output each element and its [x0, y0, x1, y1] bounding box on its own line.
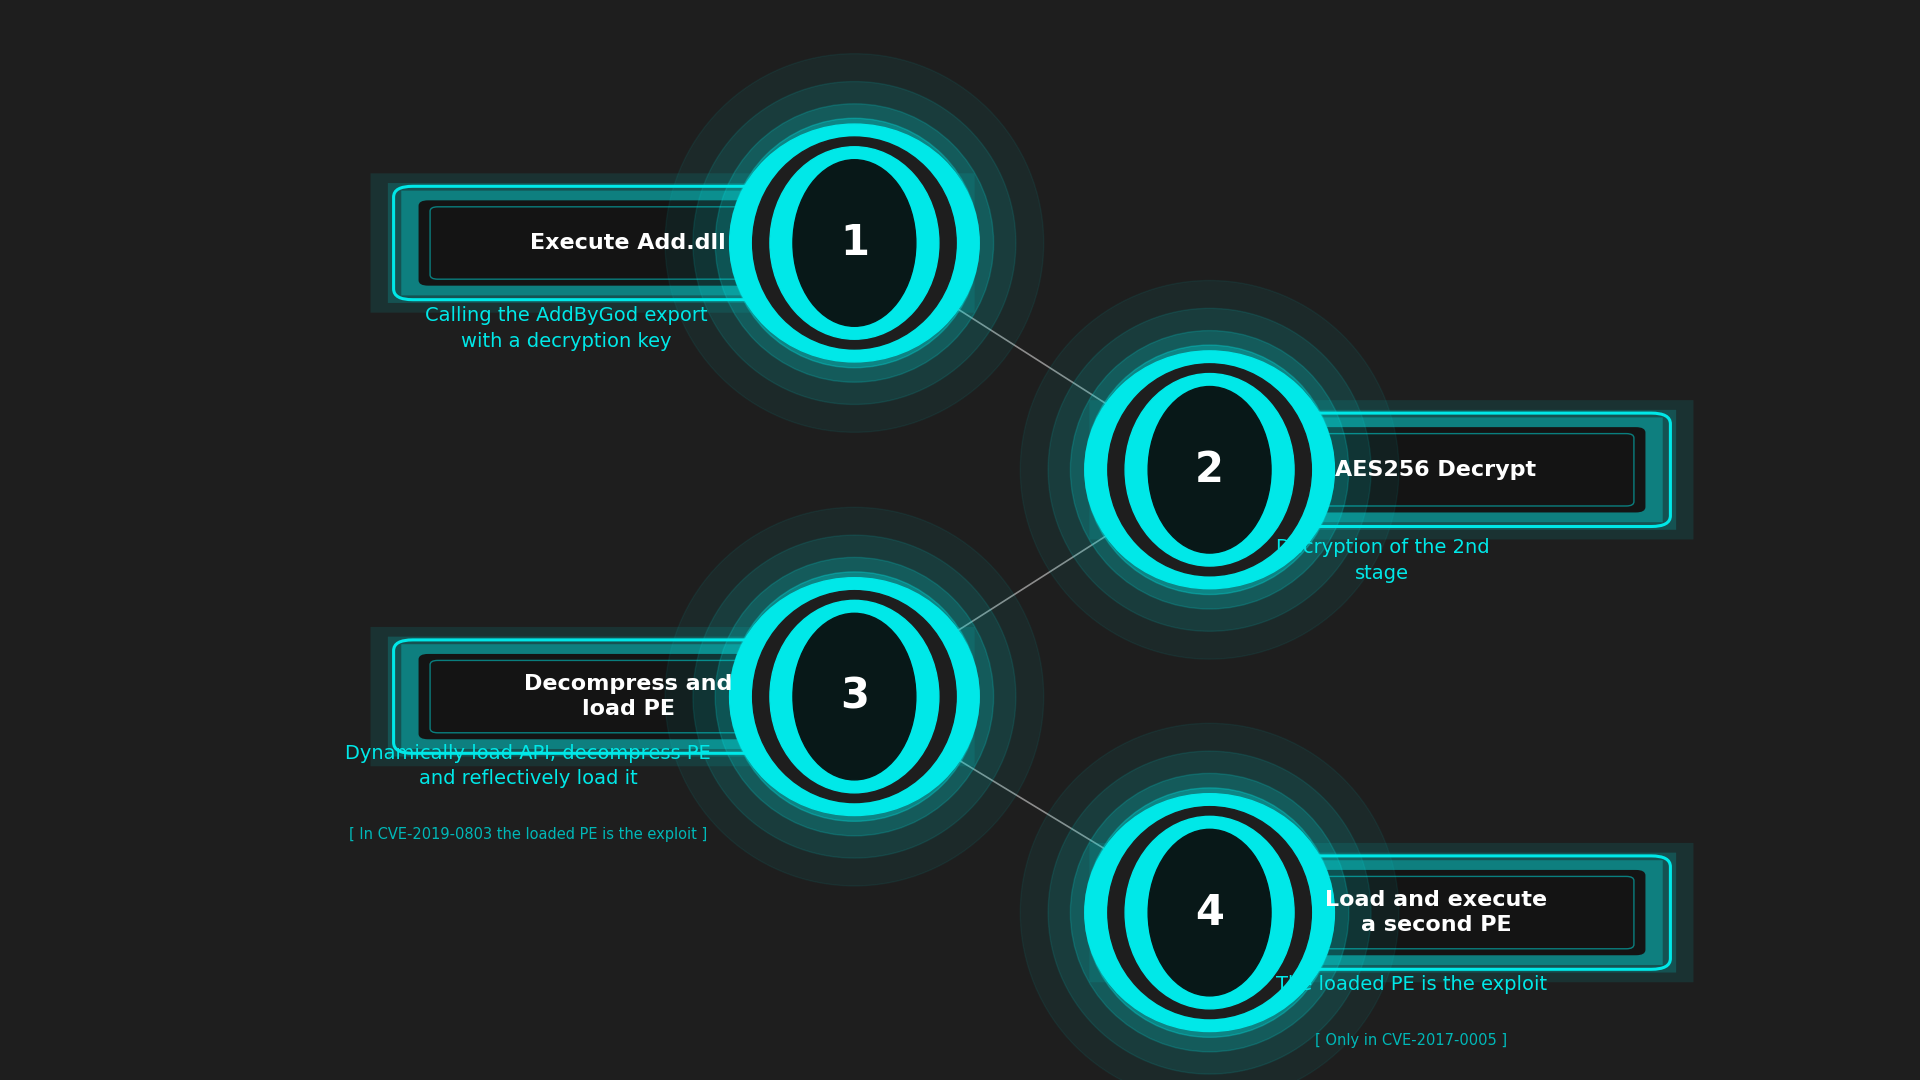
Text: 1: 1 [839, 222, 870, 264]
Ellipse shape [1048, 751, 1371, 1075]
Ellipse shape [793, 613, 916, 780]
FancyBboxPatch shape [1089, 842, 1693, 983]
Ellipse shape [1048, 308, 1371, 632]
Ellipse shape [753, 137, 956, 349]
Text: [ In CVE-2019-0803 the loaded PE is the exploit ]: [ In CVE-2019-0803 the loaded PE is the … [349, 827, 707, 842]
Ellipse shape [753, 591, 956, 802]
FancyBboxPatch shape [388, 183, 958, 302]
Ellipse shape [730, 572, 979, 821]
Text: 3: 3 [839, 676, 870, 717]
Ellipse shape [730, 578, 979, 815]
FancyBboxPatch shape [1119, 860, 1663, 966]
Ellipse shape [1148, 387, 1271, 553]
Ellipse shape [770, 147, 939, 339]
Ellipse shape [730, 124, 979, 362]
FancyBboxPatch shape [401, 644, 945, 750]
Ellipse shape [664, 508, 1044, 886]
FancyBboxPatch shape [1137, 428, 1645, 513]
Text: 2: 2 [1194, 449, 1225, 490]
Ellipse shape [1085, 788, 1334, 1037]
Ellipse shape [730, 119, 979, 367]
Text: The loaded PE is the exploit: The loaded PE is the exploit [1275, 974, 1548, 994]
FancyBboxPatch shape [371, 626, 975, 767]
Ellipse shape [1020, 724, 1400, 1080]
Ellipse shape [1125, 374, 1294, 566]
Ellipse shape [693, 535, 1016, 859]
Ellipse shape [1148, 829, 1271, 996]
Ellipse shape [793, 160, 916, 326]
Ellipse shape [664, 54, 1044, 432]
FancyBboxPatch shape [371, 173, 975, 313]
FancyBboxPatch shape [419, 653, 927, 739]
Text: 4: 4 [1194, 892, 1225, 933]
Ellipse shape [1085, 794, 1334, 1031]
Text: Load and execute
a second PE: Load and execute a second PE [1325, 890, 1548, 935]
Text: [ Only in CVE-2017-0005 ]: [ Only in CVE-2017-0005 ] [1315, 1032, 1507, 1048]
Ellipse shape [1108, 807, 1311, 1018]
FancyBboxPatch shape [1106, 853, 1676, 972]
Ellipse shape [1085, 351, 1334, 589]
FancyBboxPatch shape [419, 201, 927, 285]
Text: Decompress and
load PE: Decompress and load PE [524, 674, 732, 719]
Ellipse shape [1125, 816, 1294, 1009]
FancyBboxPatch shape [1119, 418, 1663, 523]
Text: Decryption of the 2nd
stage: Decryption of the 2nd stage [1275, 539, 1490, 583]
Ellipse shape [693, 81, 1016, 405]
Text: Execute Add.dll: Execute Add.dll [530, 233, 726, 253]
Ellipse shape [1069, 773, 1350, 1052]
Text: Calling the AddByGod export
with a decryption key: Calling the AddByGod export with a decry… [424, 307, 708, 351]
Ellipse shape [1085, 346, 1334, 594]
FancyBboxPatch shape [1137, 870, 1645, 955]
Ellipse shape [714, 557, 995, 836]
FancyBboxPatch shape [1089, 401, 1693, 540]
Ellipse shape [770, 600, 939, 793]
Ellipse shape [1069, 330, 1350, 609]
FancyBboxPatch shape [401, 190, 945, 295]
FancyBboxPatch shape [388, 637, 958, 756]
Text: Dynamically load API, decompress PE
and reflectively load it: Dynamically load API, decompress PE and … [346, 744, 710, 788]
Ellipse shape [1020, 281, 1400, 659]
Ellipse shape [1108, 364, 1311, 576]
Text: AES256 Decrypt: AES256 Decrypt [1336, 460, 1536, 480]
FancyBboxPatch shape [1106, 409, 1676, 529]
Ellipse shape [714, 104, 995, 382]
